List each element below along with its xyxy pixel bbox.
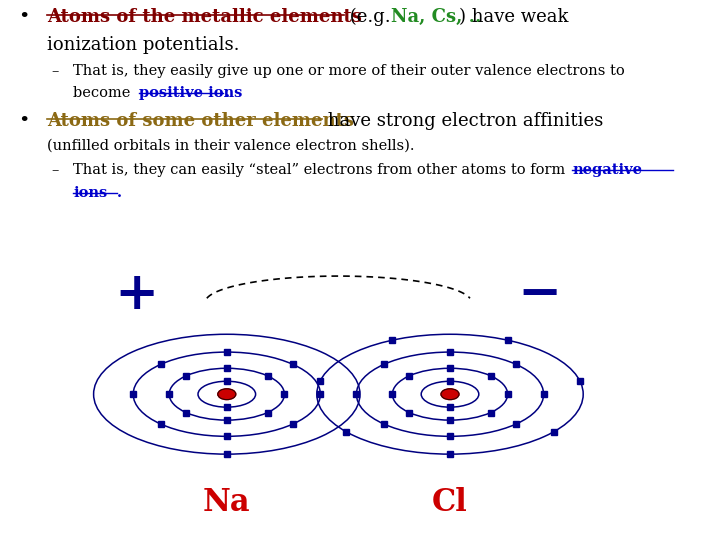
Text: (unfilled orbitals in their valence electron shells).: (unfilled orbitals in their valence elec…	[47, 139, 414, 153]
Ellipse shape	[441, 389, 459, 400]
Text: −: −	[518, 269, 562, 320]
Text: •: •	[18, 8, 30, 26]
Text: .: .	[225, 86, 230, 100]
Text: +: +	[114, 269, 159, 320]
Text: ionization potentials.: ionization potentials.	[47, 36, 239, 54]
Text: Cl: Cl	[432, 487, 468, 518]
Text: .: .	[117, 186, 122, 200]
Text: That is, they easily give up one or more of their outer valence electrons to: That is, they easily give up one or more…	[73, 64, 625, 78]
Text: Na, Cs, ..: Na, Cs, ..	[391, 8, 482, 26]
Ellipse shape	[218, 389, 236, 400]
Text: negative: negative	[572, 163, 642, 177]
Text: Atoms of some other elements: Atoms of some other elements	[47, 112, 354, 130]
Text: •: •	[18, 112, 30, 130]
Text: Na: Na	[203, 487, 251, 518]
Text: –: –	[52, 64, 59, 78]
Text: ions: ions	[73, 186, 108, 200]
Text: (e.g.: (e.g.	[344, 8, 397, 26]
Text: –: –	[52, 163, 59, 177]
Text: positive ions: positive ions	[139, 86, 243, 100]
Text: Atoms of the metallic elements: Atoms of the metallic elements	[47, 8, 361, 26]
Text: become: become	[73, 86, 135, 100]
Text: ) have weak: ) have weak	[459, 8, 569, 26]
Text: have strong electron affinities: have strong electron affinities	[322, 112, 603, 130]
Text: That is, they can easily “steal” electrons from other atoms to form: That is, they can easily “steal” electro…	[73, 163, 570, 177]
